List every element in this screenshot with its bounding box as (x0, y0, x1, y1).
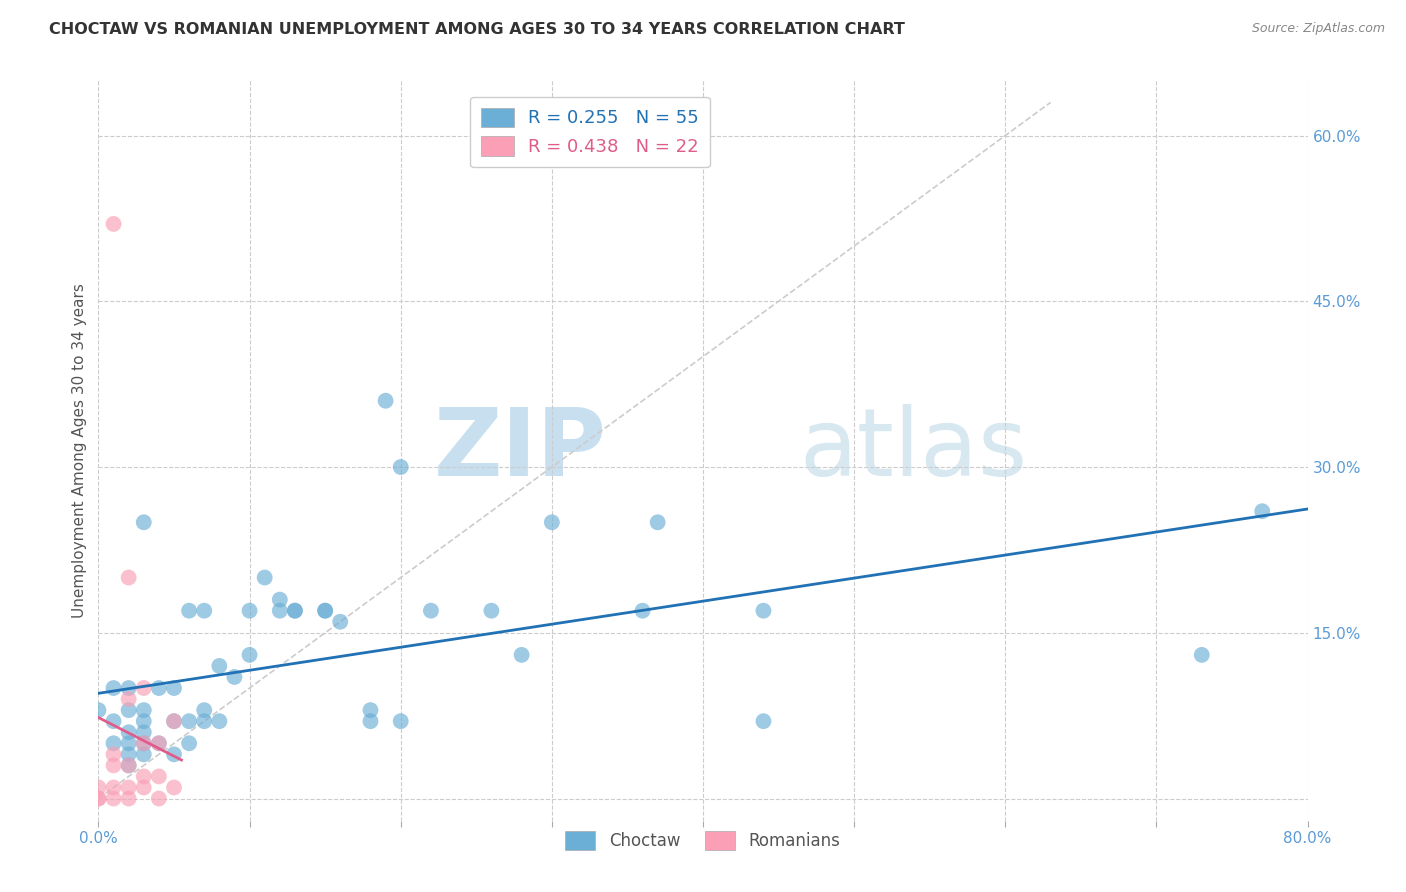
Point (1251, 504, 1274, 518)
Point (132, 681, 155, 695)
Point (752, 714, 775, 729)
Point (87, 780, 110, 795)
Point (132, 747, 155, 762)
Point (163, 681, 186, 695)
Point (420, 604, 443, 618)
Point (87, 791, 110, 805)
Point (193, 714, 215, 729)
Point (239, 648, 262, 662)
Point (118, 747, 141, 762)
Point (284, 604, 307, 618)
Point (132, 736, 155, 750)
Point (208, 659, 231, 673)
Point (118, 758, 141, 772)
Point (329, 615, 352, 629)
Point (132, 780, 155, 795)
Point (647, 516, 669, 530)
Point (103, 714, 125, 729)
Point (374, 393, 396, 408)
Point (224, 670, 246, 684)
Point (179, 604, 201, 618)
Point (132, 736, 155, 750)
Point (389, 714, 412, 729)
Point (118, 780, 141, 795)
Point (163, 714, 186, 729)
Point (148, 681, 170, 695)
Point (193, 703, 215, 717)
Point (510, 648, 533, 662)
Point (118, 703, 141, 717)
Point (118, 758, 141, 772)
Point (148, 736, 170, 750)
Point (132, 769, 155, 783)
Point (314, 604, 336, 618)
Point (87, 791, 110, 805)
Text: atlas: atlas (800, 404, 1028, 497)
Point (253, 570, 276, 584)
Point (103, 736, 125, 750)
Point (360, 714, 382, 729)
Point (269, 604, 291, 618)
Point (163, 747, 186, 762)
Point (239, 604, 262, 618)
Point (132, 516, 155, 530)
Point (314, 604, 336, 618)
Text: Source: ZipAtlas.com: Source: ZipAtlas.com (1251, 22, 1385, 36)
Point (118, 681, 141, 695)
Point (103, 747, 125, 762)
Point (481, 604, 503, 618)
Point (103, 681, 125, 695)
Point (389, 460, 412, 475)
Point (631, 604, 654, 618)
Point (118, 570, 141, 584)
Point (540, 516, 562, 530)
Point (118, 791, 141, 805)
Point (132, 703, 155, 717)
Point (103, 780, 125, 795)
Point (208, 714, 231, 729)
Point (103, 217, 125, 231)
Point (269, 592, 291, 607)
Y-axis label: Unemployment Among Ages 30 to 34 years: Unemployment Among Ages 30 to 34 years (72, 283, 87, 618)
Point (118, 725, 141, 739)
Point (163, 714, 186, 729)
Point (752, 604, 775, 618)
Point (148, 736, 170, 750)
Point (179, 736, 201, 750)
Point (284, 604, 307, 618)
Point (193, 604, 215, 618)
Point (87, 703, 110, 717)
Point (163, 780, 186, 795)
Point (148, 769, 170, 783)
Point (148, 791, 170, 805)
Point (118, 692, 141, 706)
Point (103, 758, 125, 772)
Point (360, 703, 382, 717)
Point (103, 791, 125, 805)
Text: CHOCTAW VS ROMANIAN UNEMPLOYMENT AMONG AGES 30 TO 34 YEARS CORRELATION CHART: CHOCTAW VS ROMANIAN UNEMPLOYMENT AMONG A… (49, 22, 905, 37)
Legend: Choctaw, Romanians: Choctaw, Romanians (558, 825, 848, 856)
Point (179, 714, 201, 729)
Point (132, 714, 155, 729)
Point (118, 736, 141, 750)
Text: ZIP: ZIP (433, 404, 606, 497)
Point (1191, 648, 1213, 662)
Point (132, 725, 155, 739)
